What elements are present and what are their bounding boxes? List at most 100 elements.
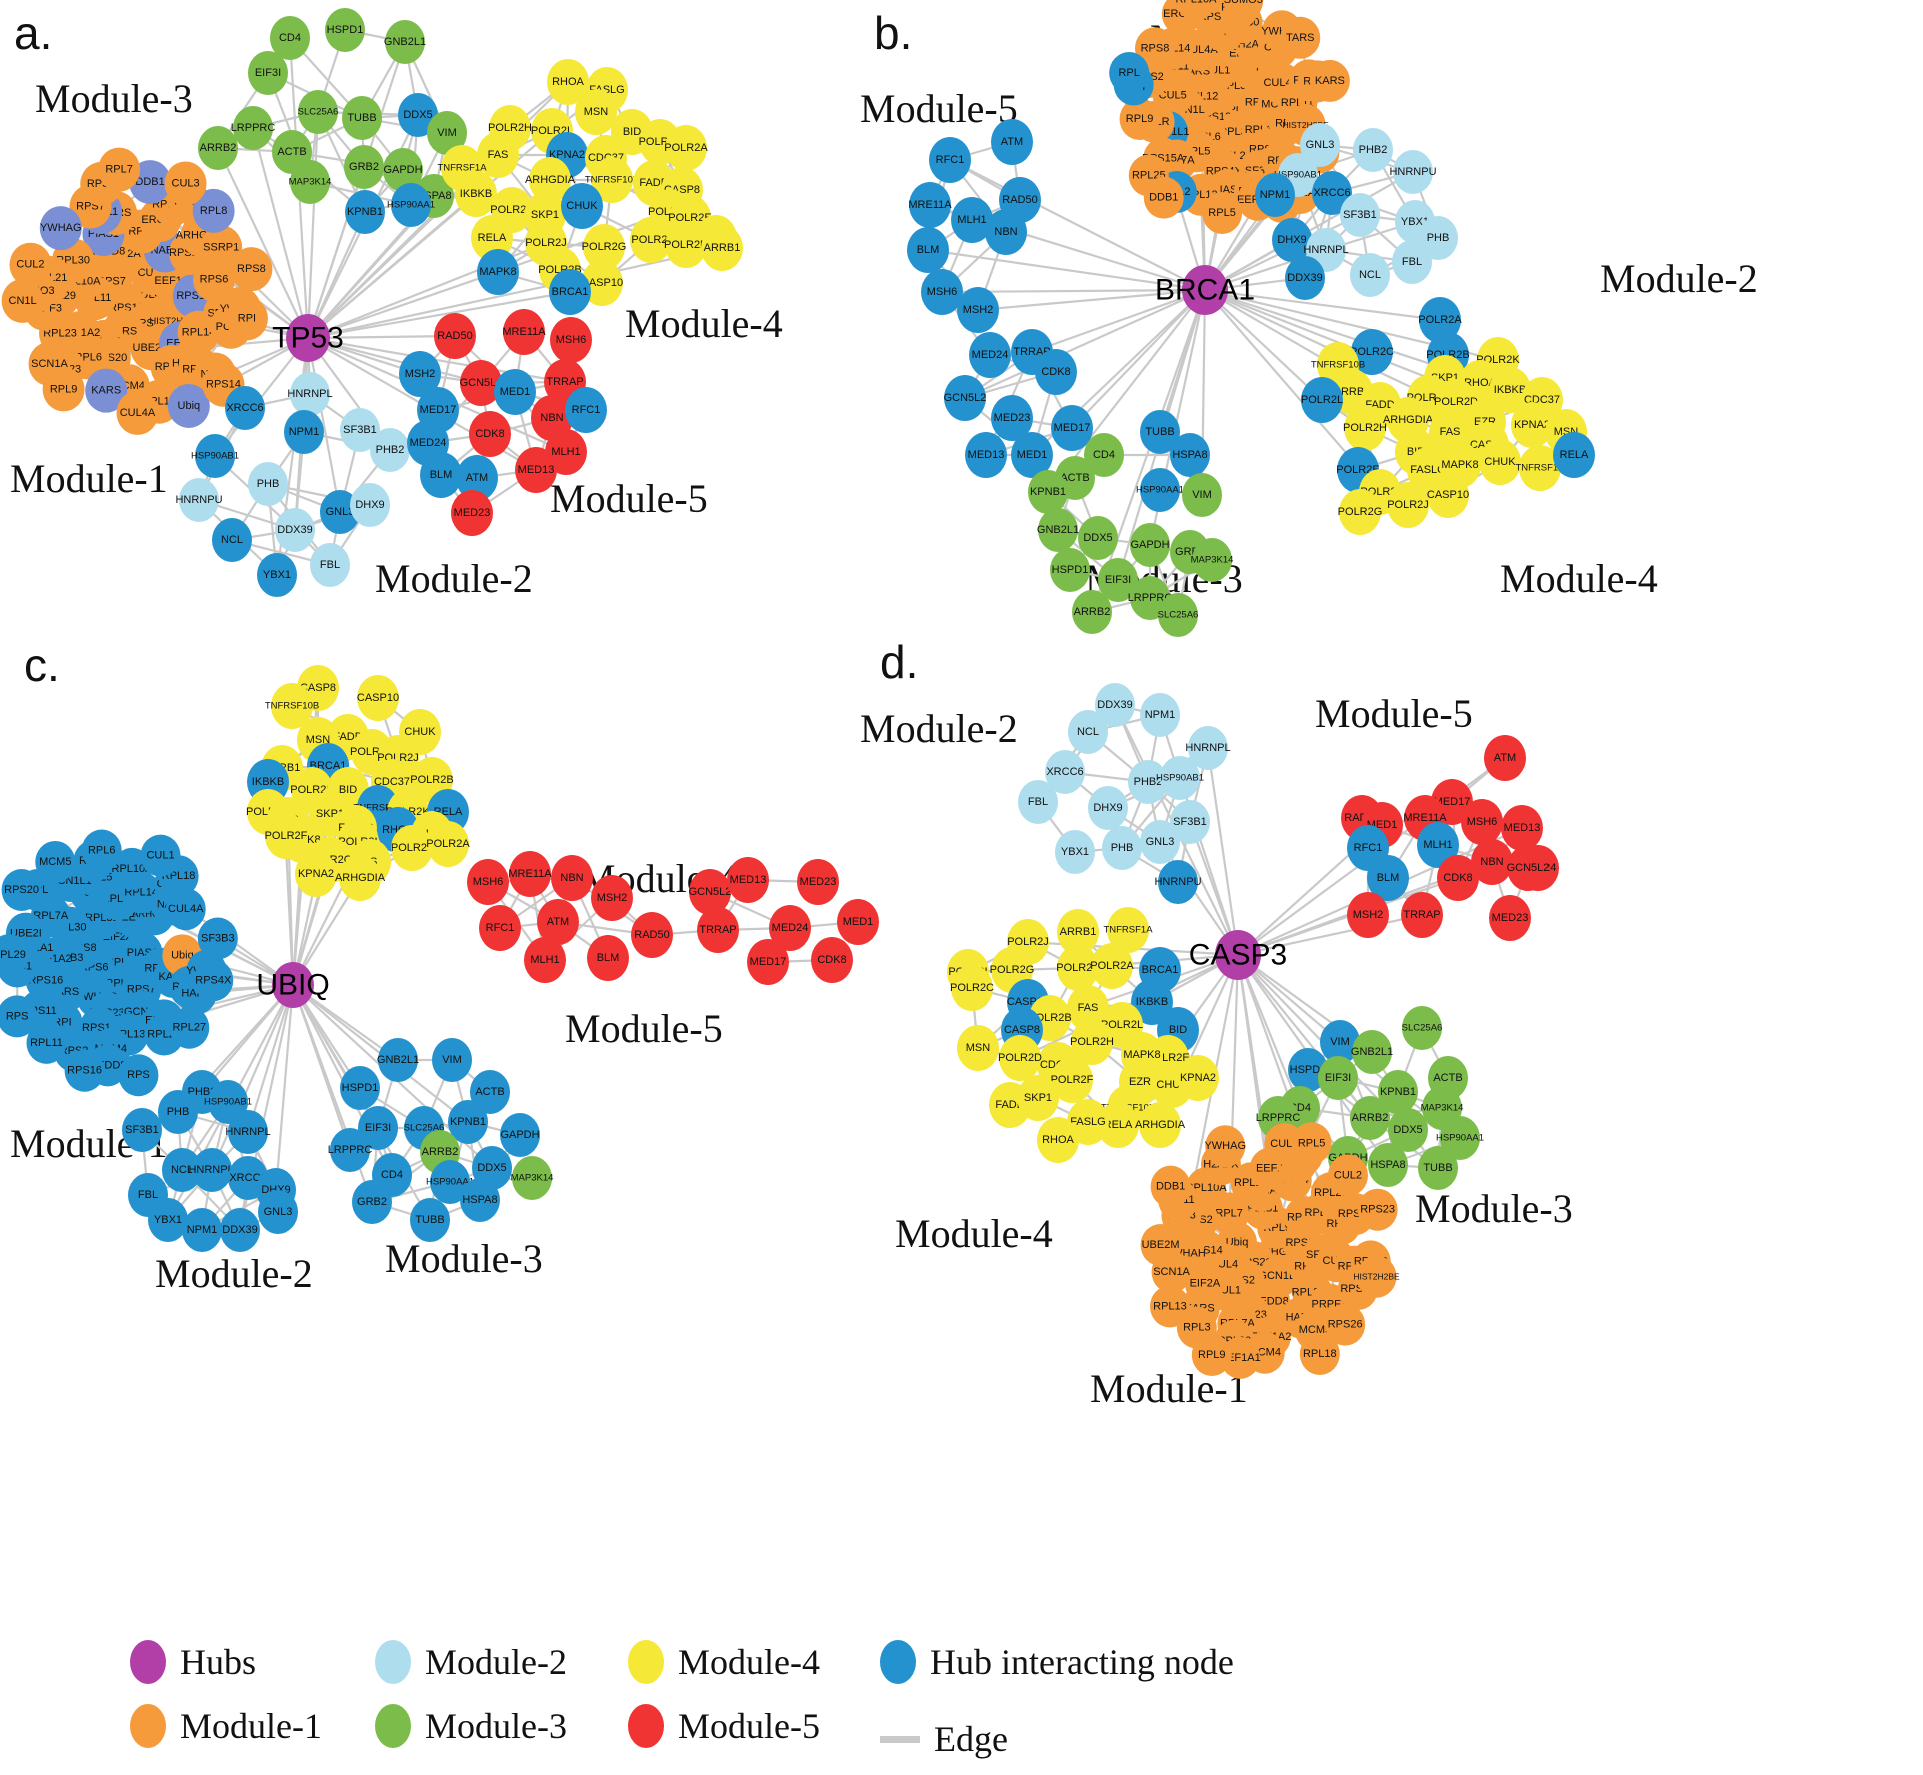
network-node[interactable]: MSH6	[467, 859, 509, 905]
network-node[interactable]: MED23	[451, 490, 493, 536]
network-node[interactable]: GAPDH	[500, 1113, 540, 1157]
network-node[interactable]: RELA	[1553, 432, 1595, 478]
network-node[interactable]: NPM1	[182, 1208, 222, 1252]
network-node[interactable]: MLH1	[524, 937, 566, 983]
network-node[interactable]: KPNA2	[295, 851, 337, 897]
network-node[interactable]: CN1L	[1, 278, 44, 323]
network-node[interactable]: BLM	[587, 935, 629, 981]
hub-node-ubiq[interactable]	[272, 962, 314, 1008]
network-node[interactable]: XRCC6	[225, 386, 265, 430]
network-node[interactable]: MAPK8	[477, 249, 519, 295]
network-node[interactable]: CHUK	[1479, 439, 1521, 485]
network-node[interactable]: GCN5L2	[689, 869, 732, 915]
network-node[interactable]: GNB2L1	[384, 20, 426, 64]
network-node[interactable]: MSN	[575, 89, 617, 135]
network-node[interactable]: ARRB1	[701, 225, 743, 271]
network-node[interactable]: ARRB2	[198, 126, 238, 170]
network-node[interactable]: RPL9	[1191, 1333, 1232, 1376]
network-node[interactable]: ARRB2	[1072, 590, 1112, 634]
network-node[interactable]: CDK8	[1437, 855, 1479, 901]
network-node[interactable]: SLC25A6	[298, 90, 339, 134]
network-node[interactable]: RPL27	[169, 1006, 210, 1049]
network-node[interactable]: RPS4X	[193, 959, 234, 1002]
network-node[interactable]: CDK8	[469, 411, 511, 457]
network-node[interactable]: CUL1	[140, 834, 181, 877]
panel-c-hub-group[interactable]: UBIQ	[256, 962, 330, 1008]
network-node[interactable]: RPS20	[1, 869, 42, 912]
network-node[interactable]: FBL	[1018, 780, 1058, 824]
network-node[interactable]: MED24	[969, 332, 1011, 378]
network-node[interactable]: DDB1	[1143, 176, 1184, 219]
network-node[interactable]: RPL9	[42, 367, 85, 412]
hub-node-brca1[interactable]	[1182, 265, 1228, 315]
network-node[interactable]: SF3B1	[1340, 193, 1380, 237]
network-node[interactable]: RPL18	[1299, 1332, 1340, 1375]
network-node[interactable]: SF3B3	[197, 917, 238, 960]
network-node[interactable]: PHB	[1102, 826, 1142, 870]
network-node[interactable]: RAD50	[434, 313, 476, 359]
network-node[interactable]: HSPD1	[340, 1066, 380, 1110]
network-node[interactable]: CHUK	[561, 183, 603, 229]
network-node[interactable]: RPS	[118, 1054, 159, 1097]
network-node[interactable]: DHX9	[1088, 786, 1128, 830]
network-node[interactable]: RPL7	[98, 147, 141, 192]
network-node[interactable]: MSH2	[591, 875, 633, 921]
network-node[interactable]: NPM1	[1255, 173, 1295, 217]
network-node[interactable]: NCL	[1068, 710, 1108, 754]
network-node[interactable]: GNL3	[1140, 820, 1180, 864]
network-node[interactable]: IKBKB	[455, 171, 497, 217]
network-node[interactable]: HNRNPU	[1389, 150, 1437, 194]
network-node[interactable]: CDK8	[1035, 349, 1077, 395]
network-node[interactable]: PHB	[158, 1090, 198, 1134]
network-node[interactable]: KPNB1	[1028, 470, 1068, 514]
panel-b-hub-group[interactable]: BRCA1	[1155, 265, 1255, 315]
network-node[interactable]: RPS23	[1357, 1188, 1398, 1231]
network-node[interactable]: GCN5L2	[944, 375, 987, 421]
network-node[interactable]: VIM	[1182, 473, 1222, 517]
network-node[interactable]: MSH6	[1461, 799, 1503, 845]
network-node[interactable]: MED13	[965, 432, 1007, 478]
network-node[interactable]: CASP10	[357, 675, 399, 721]
network-node[interactable]: HSPD1	[325, 8, 365, 52]
network-node[interactable]: TRRAP	[1401, 892, 1443, 938]
hub-node-tp53[interactable]	[286, 314, 330, 362]
network-node[interactable]: NBN	[551, 855, 593, 901]
network-node[interactable]: DHX9	[1272, 218, 1312, 262]
network-node[interactable]: GRB2	[344, 145, 384, 189]
network-node[interactable]: MSH2	[1347, 892, 1389, 938]
network-node[interactable]: BLM	[907, 227, 949, 273]
network-node[interactable]: HSPD1	[1050, 548, 1090, 592]
network-node[interactable]: ARRB2	[1350, 1096, 1390, 1140]
network-node[interactable]: POLR2L	[1301, 377, 1343, 423]
network-node[interactable]: EIF3I	[1318, 1056, 1358, 1100]
network-node[interactable]: DDX39	[1285, 256, 1325, 300]
network-node[interactable]: KARS	[1309, 59, 1350, 102]
network-node[interactable]: PHB2	[370, 428, 410, 472]
network-node[interactable]: TUBB	[410, 1198, 450, 1242]
network-node[interactable]: RPL	[1109, 52, 1150, 95]
network-node[interactable]: RPL5	[1202, 191, 1243, 234]
network-node[interactable]: HSP90AA1	[1136, 468, 1184, 512]
network-node[interactable]: MED17	[747, 939, 789, 985]
network-node[interactable]: SF3B1	[122, 1108, 162, 1152]
network-node[interactable]: GNB2L1	[377, 1038, 419, 1082]
network-node[interactable]: DDX5	[1078, 516, 1118, 560]
network-node[interactable]: BRCA1	[549, 269, 591, 315]
network-node[interactable]: MED1	[494, 369, 536, 415]
network-node[interactable]: RPS16	[64, 1049, 105, 1092]
network-node[interactable]: NCL	[212, 518, 252, 562]
network-node[interactable]: TARS	[1280, 16, 1321, 59]
network-node[interactable]: RAD50	[631, 912, 673, 958]
network-node[interactable]: RPL5	[1291, 1122, 1332, 1165]
network-node[interactable]: YBX1	[257, 553, 297, 597]
network-node[interactable]: UBE2M	[1140, 1224, 1181, 1267]
network-node[interactable]: KPNB1	[345, 190, 385, 234]
network-node[interactable]: MSH6	[921, 269, 963, 315]
network-node[interactable]: CUL2	[1327, 1154, 1368, 1197]
network-node[interactable]: DDB1	[1150, 1165, 1191, 1208]
network-node[interactable]: POLR2L	[391, 825, 433, 871]
network-node[interactable]: RFC1	[565, 387, 607, 433]
hub-node-casp3[interactable]	[1215, 930, 1261, 980]
network-node[interactable]: MRE11A	[502, 309, 546, 355]
network-node[interactable]: HSPA8	[1368, 1143, 1408, 1187]
